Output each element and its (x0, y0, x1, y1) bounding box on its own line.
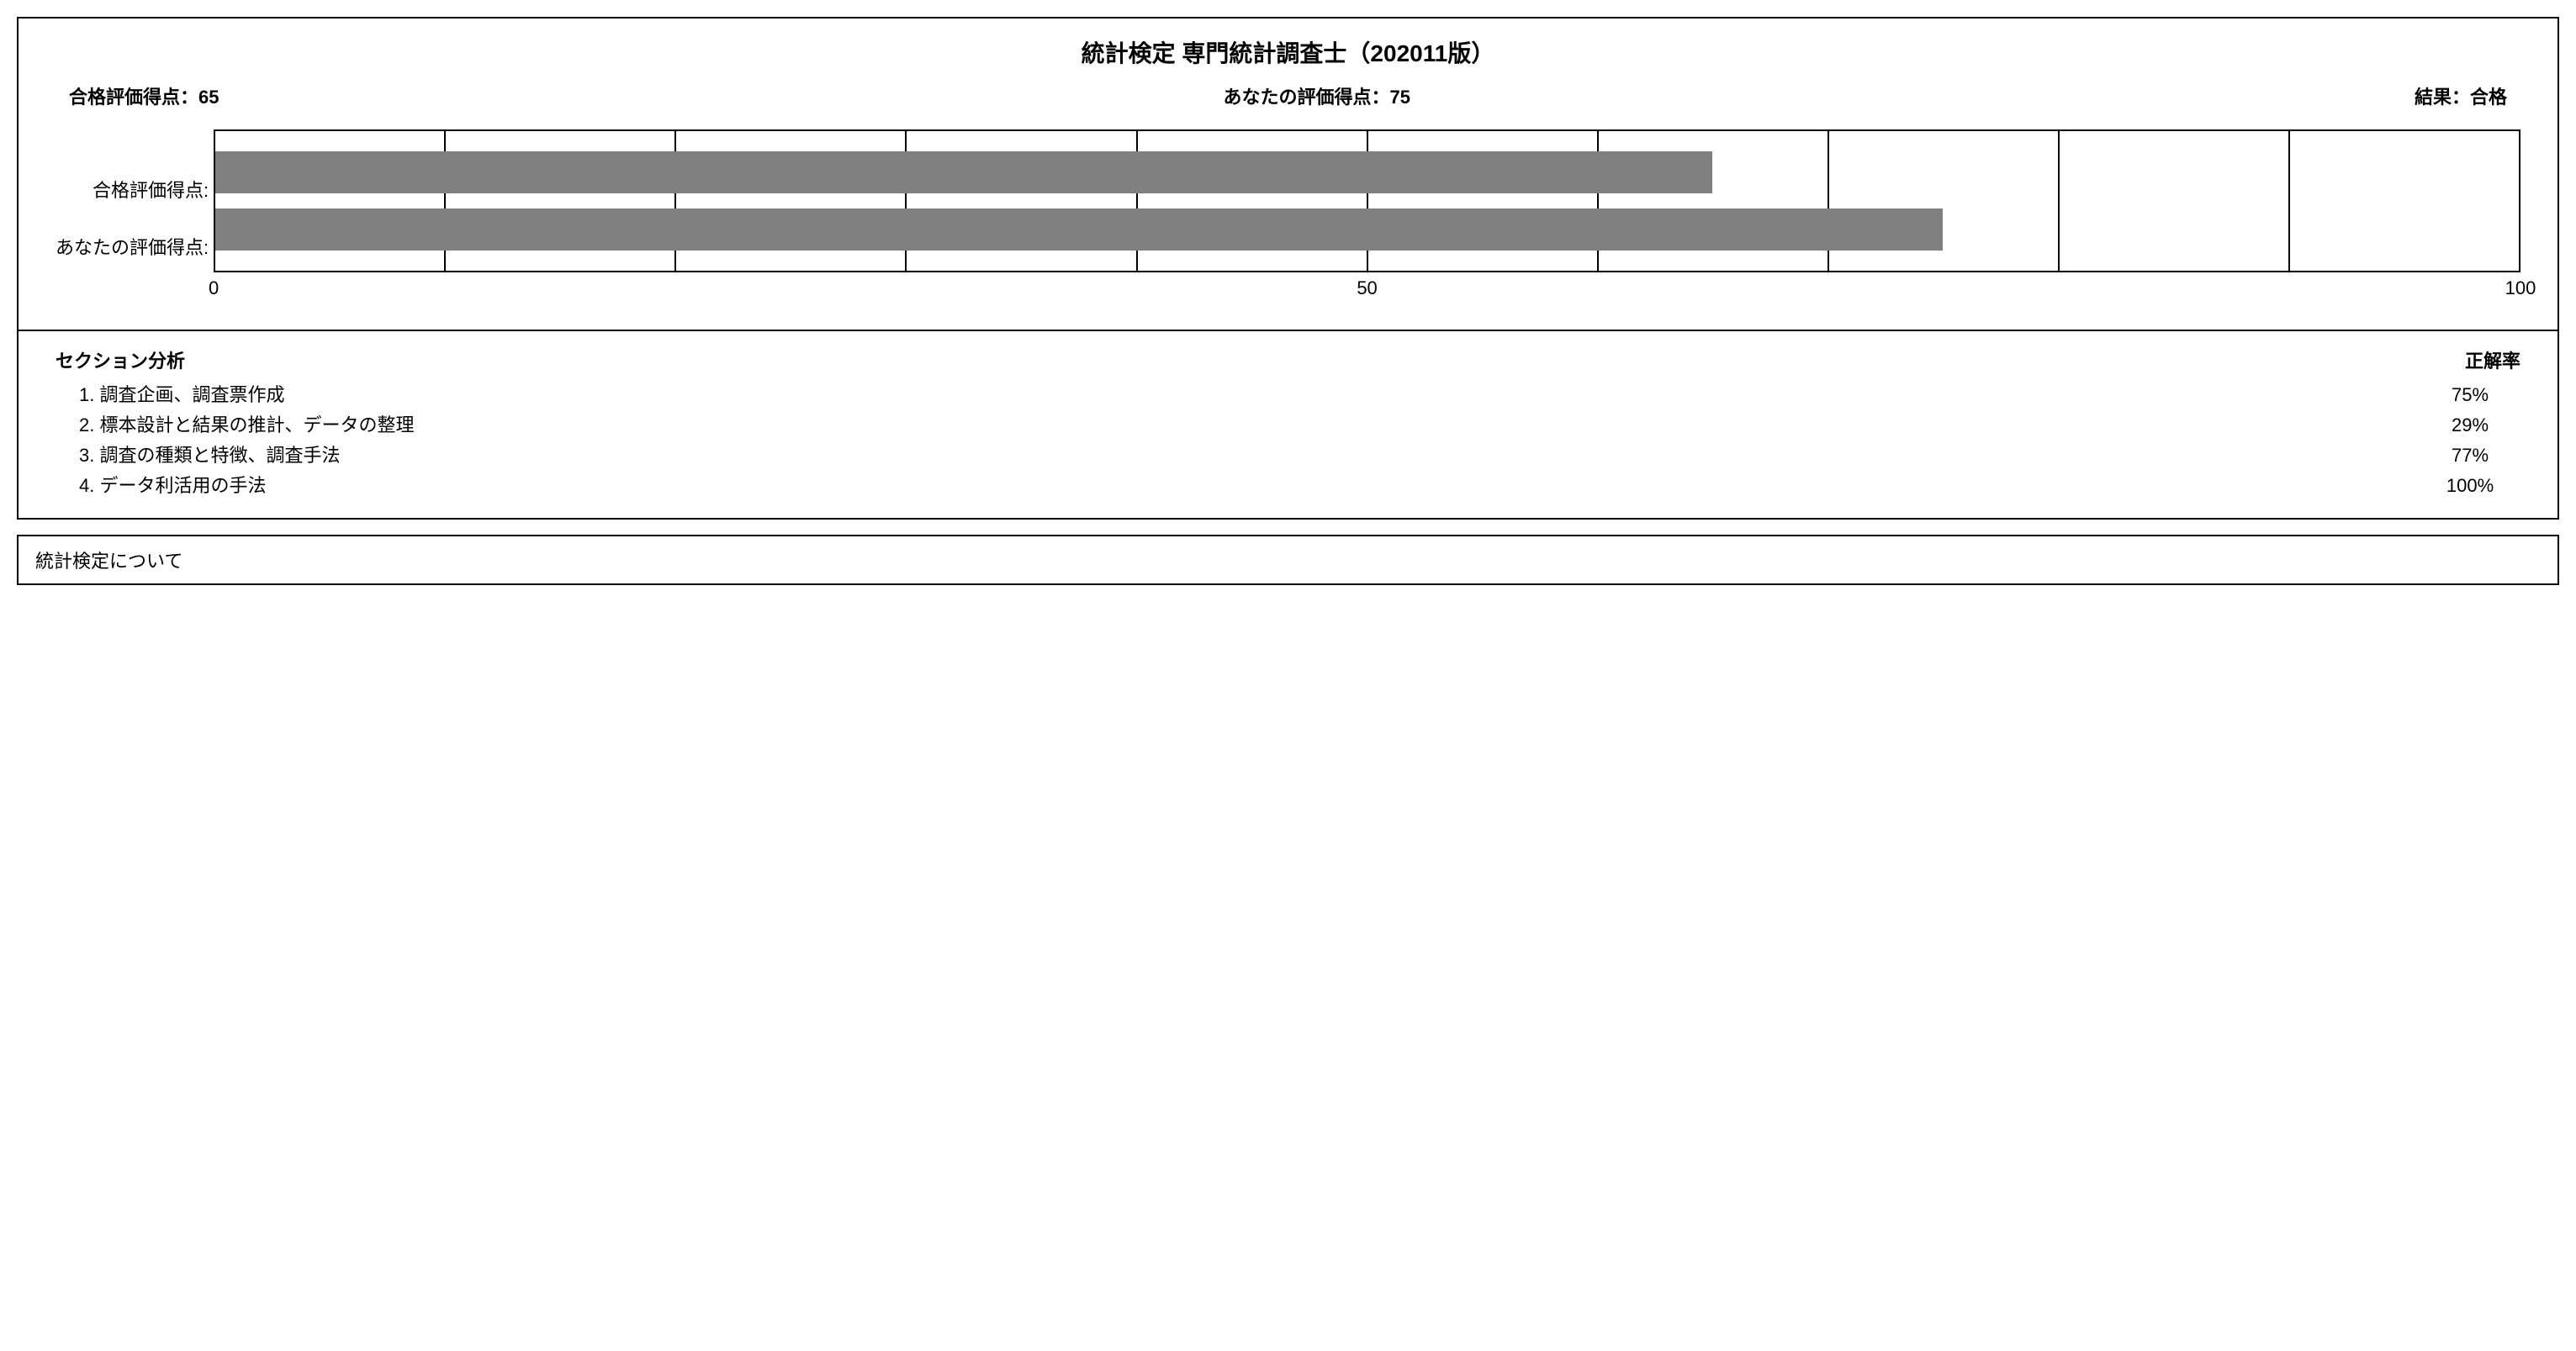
section-analysis: セクション分析 正解率 1. 調査企画、調査票作成75%2. 標本設計と結果の推… (19, 330, 2557, 518)
section-item-name: 2. 標本設計と結果の推計、データの整理 (79, 410, 2420, 437)
section-item-name: 1. 調査企画、調査票作成 (79, 380, 2420, 407)
section-item-name: 3. 調査の種類と特徴、調査手法 (79, 441, 2420, 467)
chart-plot-area (214, 129, 2520, 272)
section-list: 1. 調査企画、調査票作成75%2. 標本設計と結果の推計、データの整理29%3… (56, 378, 2520, 499)
chart-bar-label: 合格評価得点: (56, 168, 209, 210)
chart-axis-tick: 100 (2505, 277, 2536, 299)
score-report-panel: 統計検定 専門統計調査士（202011版） 合格評価得点：65 あなたの評価得点… (17, 17, 2559, 520)
report-title: 統計検定 専門統計調査士（202011版） (19, 18, 2557, 82)
your-score-text: あなたの評価得点：75 (1223, 82, 1410, 109)
chart-axis-tick: 0 (209, 277, 219, 299)
section-item-name: 4. データ利活用の手法 (79, 471, 2420, 498)
section-item: 3. 調査の種類と特徴、調査手法77% (79, 439, 2520, 469)
chart-bar (215, 208, 1943, 251)
section-item: 2. 標本設計と結果の推計、データの整理29% (79, 409, 2520, 439)
section-item-rate: 100% (2420, 475, 2520, 497)
section-item-rate: 29% (2420, 414, 2520, 436)
chart-bar-label: あなたの評価得点: (56, 225, 209, 267)
chart-axis-tick: 50 (1357, 277, 1377, 299)
result-text: 結果：合格 (2415, 82, 2507, 109)
section-item: 4. データ利活用の手法100% (79, 469, 2520, 499)
section-header-left: セクション分析 (56, 346, 185, 373)
scores-summary-row: 合格評価得点：65 あなたの評価得点：75 結果：合格 (19, 82, 2557, 129)
about-panel: 統計検定について (17, 535, 2559, 585)
section-item-rate: 75% (2420, 384, 2520, 406)
section-header-right: 正解率 (2465, 346, 2520, 373)
section-item: 1. 調査企画、調査票作成75% (79, 378, 2520, 409)
pass-score-text: 合格評価得点：65 (69, 82, 219, 109)
score-chart: 合格評価得点:あなたの評価得点: 050100 (19, 129, 2557, 306)
chart-x-axis: 050100 (214, 277, 2520, 306)
chart-y-labels: 合格評価得点: あなたの評価得点: (56, 129, 214, 306)
section-item-rate: 77% (2420, 445, 2520, 467)
about-heading: 統計検定について (35, 546, 2541, 573)
chart-bar (215, 151, 1712, 193)
